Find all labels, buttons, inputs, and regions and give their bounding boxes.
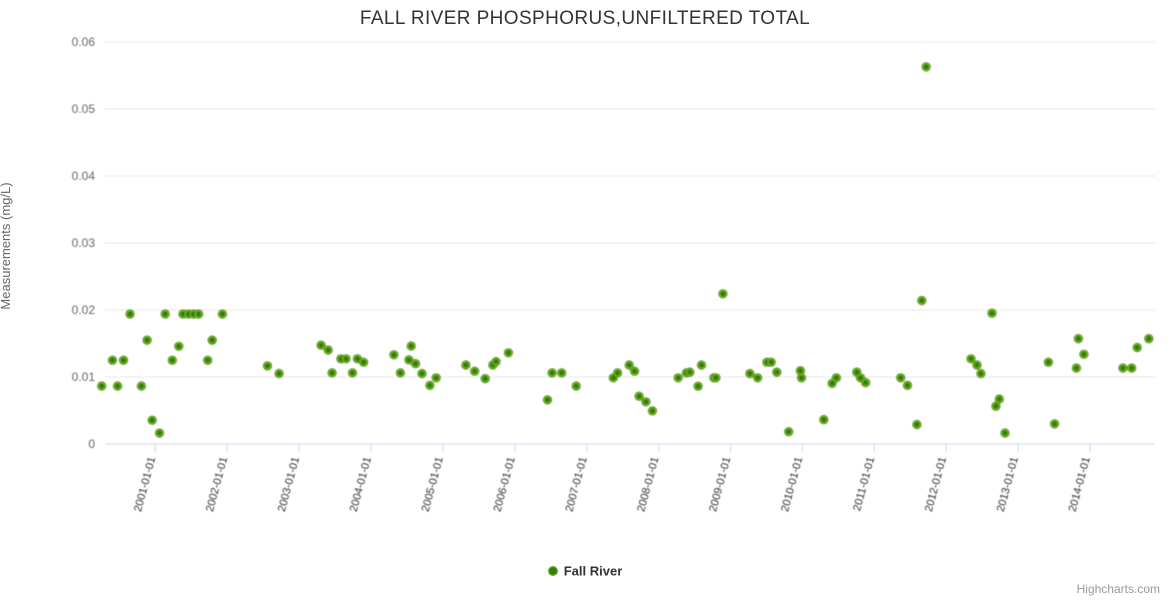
svg-text:2012-01-01: 2012-01-01: [923, 456, 949, 513]
svg-text:0: 0: [88, 437, 95, 451]
svg-text:2014-01-01: 2014-01-01: [1067, 456, 1093, 513]
svg-text:0.01: 0.01: [72, 370, 96, 384]
svg-text:2009-01-01: 2009-01-01: [707, 456, 733, 513]
svg-text:2010-01-01: 2010-01-01: [779, 456, 805, 513]
svg-text:2003-01-01: 2003-01-01: [276, 456, 302, 513]
svg-text:2008-01-01: 2008-01-01: [635, 456, 661, 513]
svg-text:2002-01-01: 2002-01-01: [204, 456, 230, 513]
svg-text:2001-01-01: 2001-01-01: [132, 456, 158, 513]
svg-text:0.03: 0.03: [72, 236, 96, 250]
svg-text:2004-01-01: 2004-01-01: [348, 456, 374, 513]
svg-text:2005-01-01: 2005-01-01: [420, 456, 446, 513]
svg-text:0.04: 0.04: [72, 169, 96, 183]
svg-text:2006-01-01: 2006-01-01: [492, 456, 518, 513]
svg-text:0.06: 0.06: [72, 35, 96, 49]
svg-text:0.05: 0.05: [72, 102, 96, 116]
svg-text:2013-01-01: 2013-01-01: [995, 456, 1021, 513]
svg-text:0.02: 0.02: [72, 303, 96, 317]
svg-text:2007-01-01: 2007-01-01: [564, 456, 590, 513]
svg-text:2011-01-01: 2011-01-01: [851, 456, 877, 513]
